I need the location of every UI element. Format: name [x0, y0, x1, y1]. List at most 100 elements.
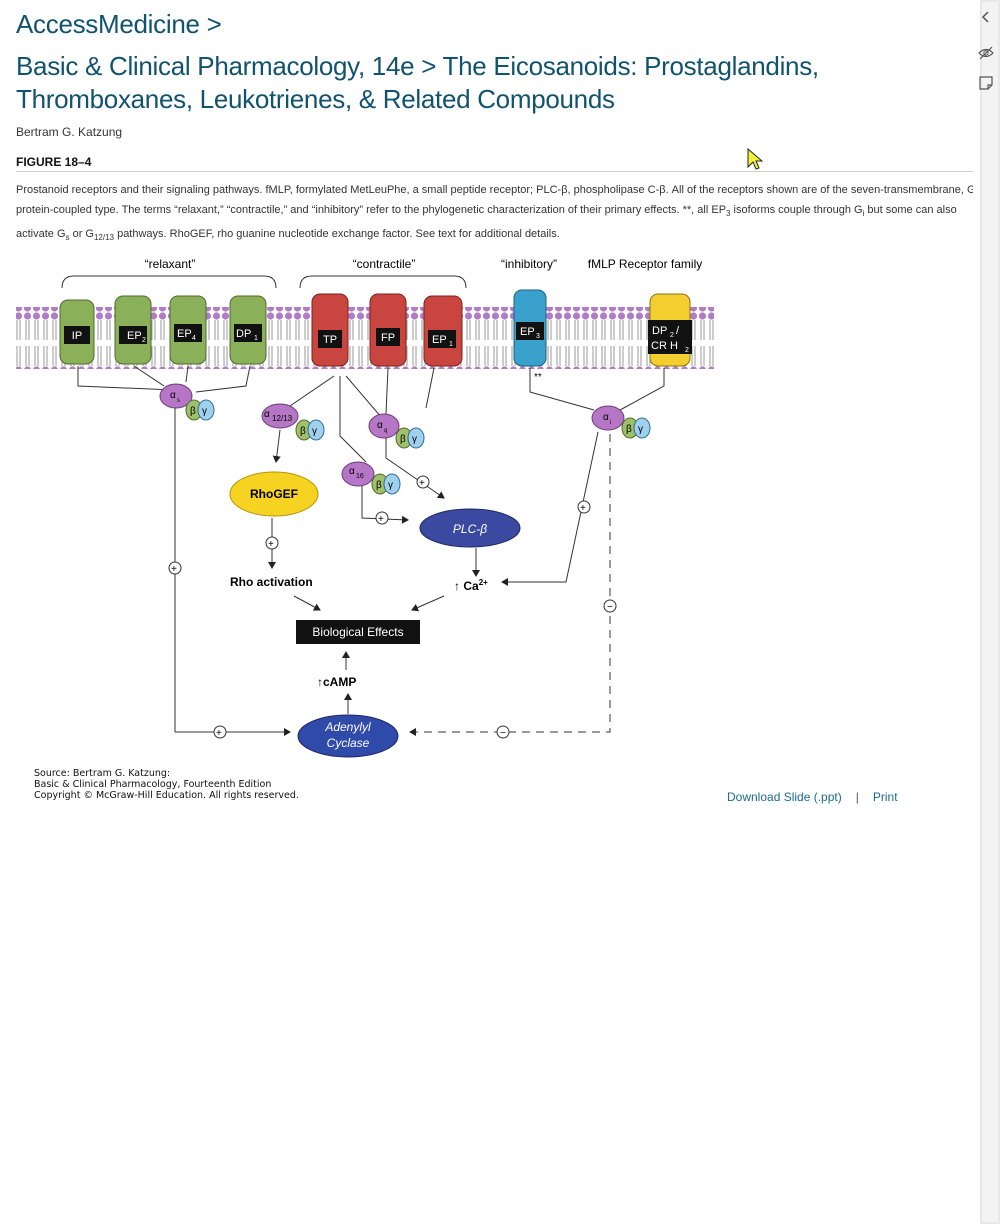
- breadcrumb-accessmedicine[interactable]: AccessMedicine >: [16, 9, 222, 39]
- svg-text:α: α: [349, 466, 355, 477]
- svg-text:PLC-β: PLC-β: [453, 522, 487, 536]
- bracket-relaxant: [61, 275, 277, 289]
- figure-label: FIGURE 18–4: [16, 155, 92, 169]
- ep3-footnote-marker: **: [534, 372, 542, 383]
- svg-text:3: 3: [536, 333, 540, 340]
- svg-text:EP: EP: [177, 328, 192, 340]
- page-title: Basic & Clinical Pharmacology, 14e > The…: [16, 51, 819, 114]
- svg-text:γ: γ: [388, 480, 393, 491]
- ca-to-bio-arrow: [411, 595, 445, 612]
- svg-text:α: α: [170, 390, 176, 401]
- ca-label: ↑ Ca2+: [454, 578, 488, 593]
- svg-text:γ: γ: [312, 426, 317, 437]
- svg-text:β: β: [300, 426, 306, 437]
- svg-text:16: 16: [356, 473, 364, 480]
- camp-label: ↑cAMP: [317, 675, 356, 689]
- svg-text:β: β: [400, 434, 406, 445]
- svg-text:α: α: [603, 412, 609, 423]
- svg-text:α: α: [264, 409, 270, 420]
- svg-text:−: −: [607, 602, 613, 613]
- divider: [16, 171, 980, 172]
- author-name: Bertram G. Katzung: [16, 125, 123, 139]
- svg-text:Adenylyl: Adenylyl: [324, 720, 371, 734]
- hide-annotations-button[interactable]: [975, 42, 997, 64]
- gi-to-ca-arrow: [501, 431, 599, 586]
- svg-text:1: 1: [254, 335, 258, 342]
- svg-text:DP: DP: [652, 325, 667, 337]
- svg-text:Cyclase: Cyclase: [327, 736, 370, 750]
- print-link[interactable]: Print: [872, 789, 898, 804]
- svg-text:q: q: [384, 428, 387, 434]
- receptor-ep4: EP 4: [169, 295, 207, 365]
- biological-effects-node: Biological Effects: [296, 620, 420, 644]
- svg-text:α: α: [377, 420, 383, 431]
- links-to-gi: [529, 368, 665, 411]
- rho-activation-label: Rho activation: [230, 575, 313, 589]
- svg-text:γ: γ: [412, 434, 417, 445]
- svg-text:+: +: [378, 514, 384, 525]
- link-relaxant-to-gs: [77, 365, 251, 393]
- svg-text:CR H: CR H: [651, 340, 678, 352]
- figure-source: Source: Bertram G. Katzung: Basic & Clin…: [34, 768, 299, 801]
- receptor-ep3: EP 3: [513, 289, 547, 367]
- receptor-dp1: DP 1: [229, 295, 267, 365]
- scrollbar-thumb[interactable]: [982, 2, 998, 1222]
- receptor-tp: TP: [311, 293, 349, 367]
- svg-text:γ: γ: [202, 406, 207, 417]
- svg-text:+: +: [580, 503, 586, 514]
- svg-text:+: +: [171, 564, 177, 575]
- group-label-inhibitory: “inhibitory”: [501, 257, 557, 271]
- download-slide-link[interactable]: Download Slide (.ppt): [727, 789, 842, 804]
- plc-beta-node: PLC-β: [419, 508, 521, 548]
- prostanoid-receptor-diagram: “relaxant” “contractile” “inhibitory” fM…: [16, 257, 714, 758]
- svg-text:EP: EP: [432, 334, 447, 346]
- svg-text:Biological Effects: Biological Effects: [312, 625, 403, 639]
- svg-text:RhoGEF: RhoGEF: [250, 487, 298, 501]
- add-note-button[interactable]: [975, 72, 997, 94]
- links-contractile: [289, 367, 435, 463]
- a1213-to-rhogef-arrow: [272, 429, 281, 463]
- a16-to-plc-arrow: [361, 486, 409, 524]
- svg-text:4: 4: [192, 335, 196, 342]
- note-icon: [979, 76, 993, 90]
- receptor-ep2: EP 2: [114, 295, 152, 365]
- svg-text:FP: FP: [381, 332, 395, 344]
- svg-text:IP: IP: [72, 330, 82, 342]
- group-label-fmlp: fMLP Receptor family: [588, 257, 703, 271]
- svg-text:−: −: [500, 728, 506, 739]
- svg-text:s: s: [177, 398, 180, 404]
- adenylyl-cyclase-node: Adenylyl Cyclase: [297, 714, 399, 758]
- svg-text:β: β: [626, 424, 632, 435]
- svg-text:12/13: 12/13: [272, 414, 293, 423]
- mouse-cursor-icon: [747, 148, 763, 170]
- rho-to-bio-arrow: [293, 595, 321, 611]
- gi-to-adenylyl-inhibition: [409, 434, 611, 736]
- svg-text:2: 2: [142, 337, 146, 344]
- figure-actions: Download Slide (.ppt) | Print: [727, 789, 898, 804]
- receptor-ep1: EP 1: [423, 295, 463, 367]
- link-separator: |: [855, 789, 859, 804]
- g-protein-alpha-16: α 16 β γ: [341, 461, 401, 495]
- rhogef-node: RhoGEF: [229, 471, 319, 517]
- svg-text:i: i: [610, 420, 611, 426]
- g-protein-alpha-12-13: α 12/13 β γ: [261, 403, 325, 441]
- bracket-contractile: [299, 275, 467, 289]
- svg-text:γ: γ: [638, 424, 643, 435]
- group-label-contractile: “contractile”: [353, 257, 416, 271]
- svg-text:+: +: [268, 539, 274, 550]
- svg-text:EP: EP: [520, 326, 535, 338]
- eye-off-icon: [978, 46, 994, 60]
- svg-text:EP: EP: [127, 330, 142, 342]
- svg-text:+: +: [216, 728, 222, 739]
- figure-caption: Prostanoid receptors and their signaling…: [16, 184, 976, 243]
- collapse-panel-button[interactable]: [975, 6, 997, 28]
- svg-text:2: 2: [685, 347, 689, 354]
- svg-text:1: 1: [449, 341, 453, 348]
- receptor-ip: IP: [59, 299, 95, 365]
- svg-text:DP: DP: [236, 328, 251, 340]
